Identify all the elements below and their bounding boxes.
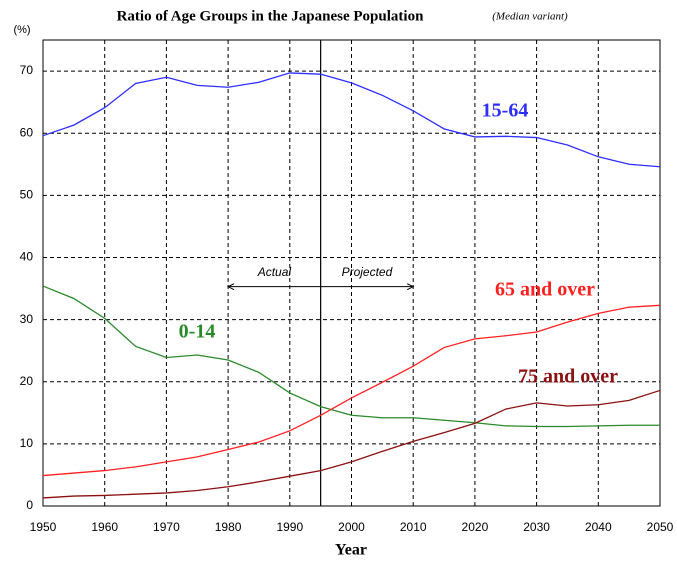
- x-tick-label: 2000: [338, 520, 365, 534]
- x-tick-label: 2050: [647, 520, 674, 534]
- x-tick-label: 2030: [523, 520, 550, 534]
- series-label: 0-14: [179, 321, 216, 343]
- y-tick-label: 50: [20, 188, 34, 202]
- x-tick-label: 1970: [153, 520, 180, 534]
- series-line: [42, 389, 661, 499]
- x-tick-label: 1960: [91, 520, 118, 534]
- x-tick-label: 1980: [215, 520, 242, 534]
- y-tick-label: 40: [20, 250, 34, 264]
- x-tick-label: 1990: [276, 520, 303, 534]
- annotation: Projected: [342, 265, 393, 279]
- x-tick-label: 2010: [400, 520, 427, 534]
- y-tick-label: 70: [20, 63, 34, 77]
- series-line: [42, 72, 661, 168]
- x-tick-label: 2040: [585, 520, 612, 534]
- y-tick-label: 0: [26, 498, 33, 512]
- x-tick-label: 1950: [30, 520, 57, 534]
- y-tick-label: 20: [20, 374, 34, 388]
- series-label: 75 and over: [518, 366, 618, 388]
- x-tick-label: 2020: [462, 520, 489, 534]
- annotation: Actual: [257, 265, 292, 279]
- series-line: [42, 304, 661, 477]
- arrow-head: [226, 283, 235, 291]
- y-tick-label: 10: [20, 436, 34, 450]
- y-axis-label: (%): [13, 24, 30, 36]
- arrow-head: [406, 283, 415, 291]
- x-axis-label: Year: [335, 542, 367, 559]
- y-tick-label: 30: [20, 312, 34, 326]
- y-tick-label: 60: [20, 125, 34, 139]
- chart-subtitle: (Median variant): [492, 11, 568, 23]
- chart-title: Ratio of Age Groups in the Japanese Popu…: [117, 8, 424, 24]
- series-label: 65 and over: [495, 279, 595, 301]
- series-label: 15-64: [482, 100, 529, 122]
- series-line: [42, 285, 660, 428]
